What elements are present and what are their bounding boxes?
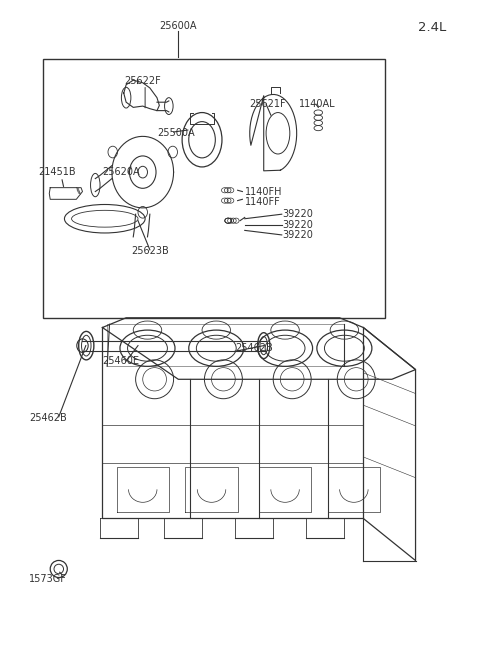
Text: 25621F: 25621F (250, 99, 286, 109)
Text: 25500A: 25500A (157, 128, 194, 138)
Text: 25622F: 25622F (124, 77, 160, 86)
Text: 1573GF: 1573GF (29, 574, 67, 584)
Text: 1140AL: 1140AL (300, 99, 336, 109)
Bar (43, 59, 384, 318)
Text: 2.4L: 2.4L (418, 21, 446, 34)
Text: 25600A: 25600A (159, 22, 197, 31)
Text: 25620A: 25620A (102, 167, 140, 177)
Text: 39220: 39220 (283, 219, 313, 229)
Text: 1140FH: 1140FH (245, 187, 282, 196)
Text: 21451B: 21451B (38, 167, 76, 177)
Text: 25460E: 25460E (102, 356, 139, 366)
Text: 25462B: 25462B (29, 413, 67, 423)
Text: 25623B: 25623B (131, 246, 168, 256)
Text: 39220: 39220 (283, 230, 313, 240)
Text: 1140FF: 1140FF (245, 197, 280, 207)
Bar (107, 324, 344, 366)
Text: 25462B: 25462B (235, 343, 273, 353)
Text: 39220: 39220 (283, 209, 313, 219)
